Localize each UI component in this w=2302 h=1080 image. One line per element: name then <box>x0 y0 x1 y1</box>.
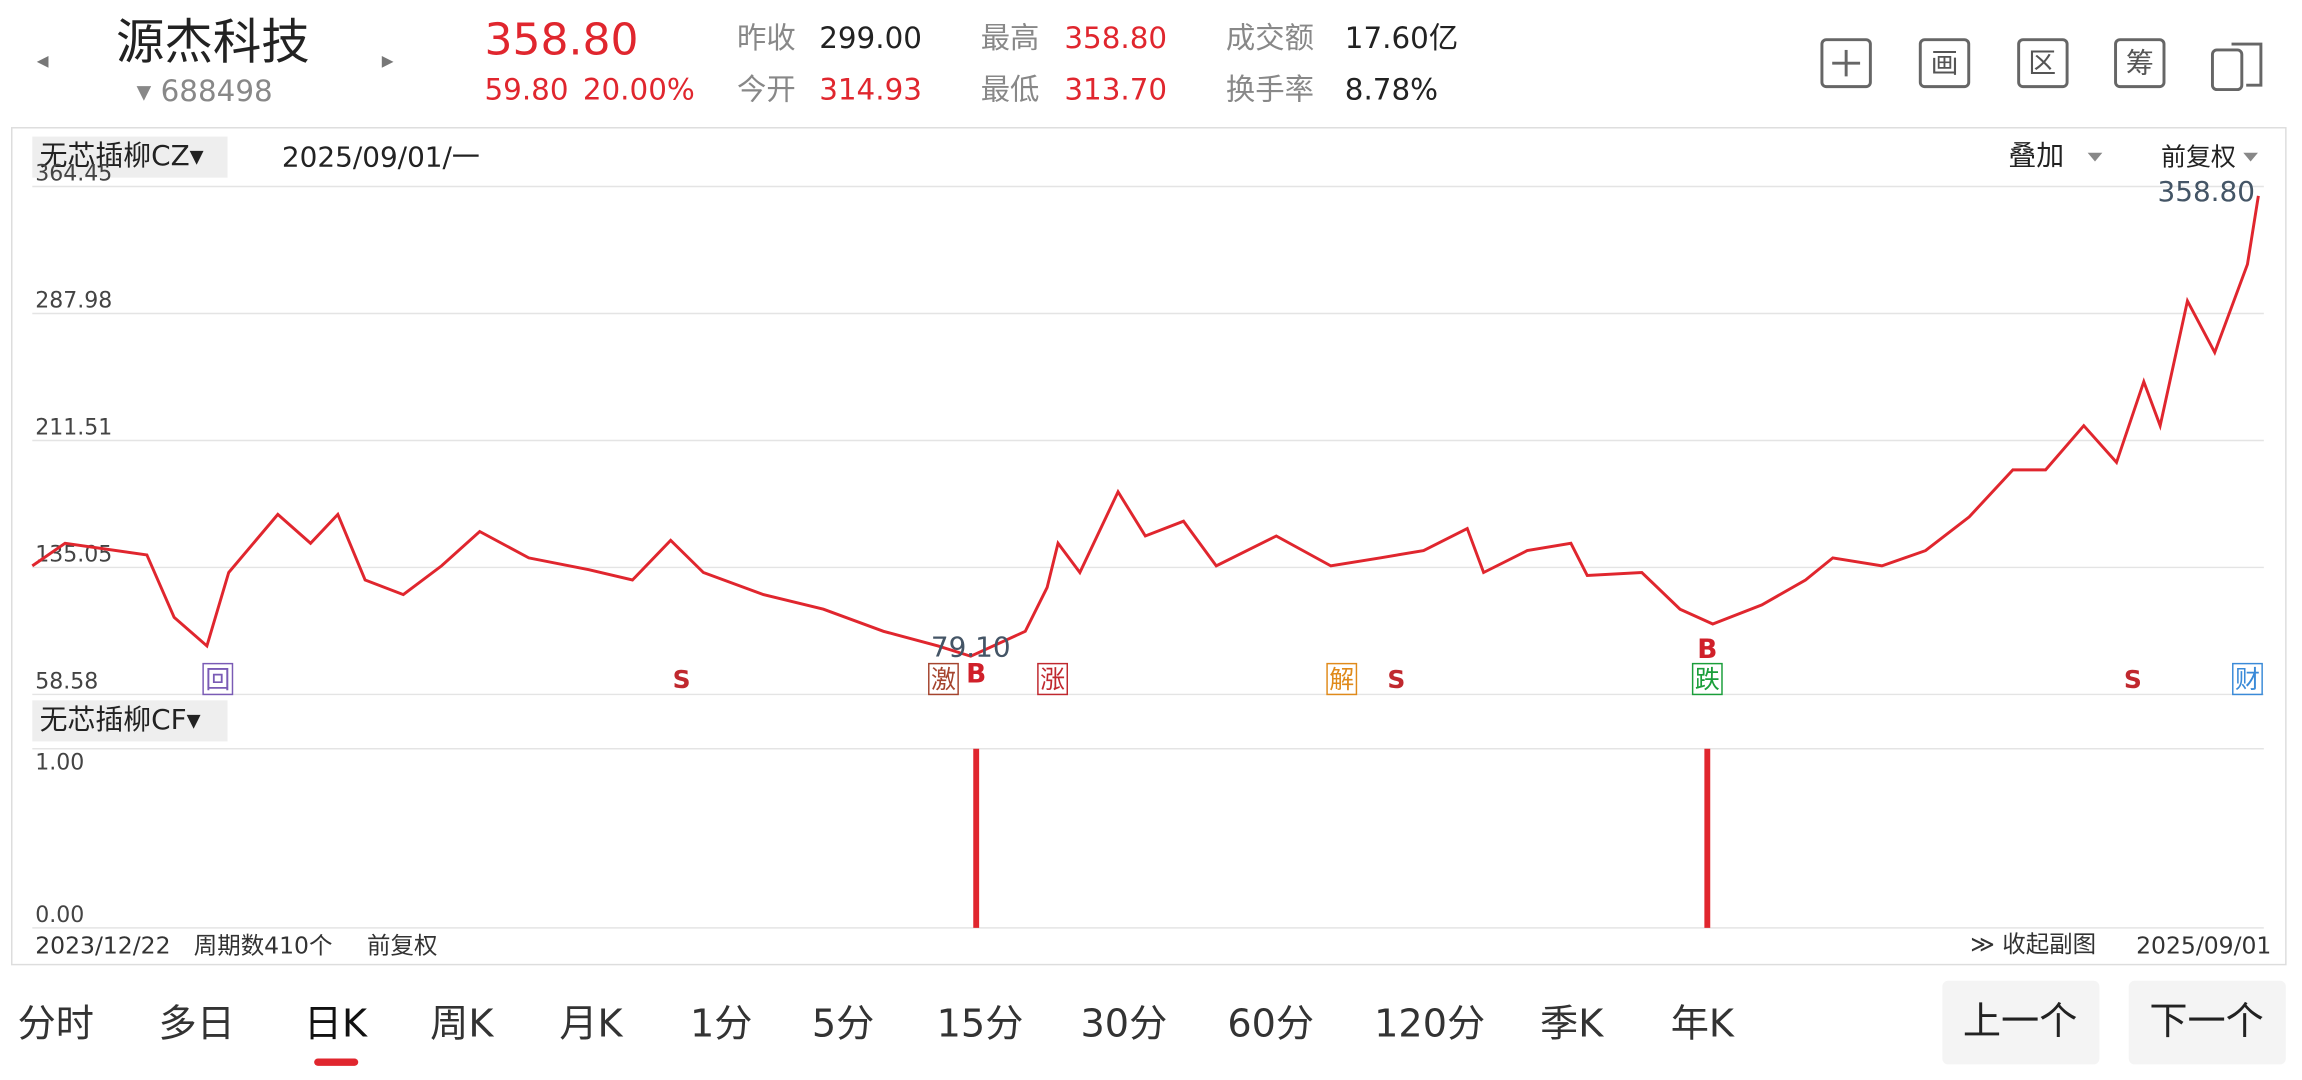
icon-box[interactable] <box>1918 38 1971 89</box>
phone-icon[interactable] <box>2210 48 2244 92</box>
next-button[interactable] <box>2128 980 2286 1065</box>
next-stock[interactable]: ▸ <box>382 46 394 74</box>
indicator-select[interactable] <box>32 136 228 178</box>
high-label: 358.80 <box>2157 175 2255 208</box>
prev-stock[interactable]: ◂ <box>37 46 49 74</box>
low-label: 79.10 <box>931 631 1011 664</box>
stat-value: 8.78% <box>1345 73 1438 107</box>
collapse[interactable]: ≫ 收起副图 <box>1970 930 2096 958</box>
sub-indicator-name[interactable]: 无芯插柳CF▾ <box>40 703 201 736</box>
period-tab[interactable]: 多日 <box>159 1003 235 1047</box>
marker: 解 <box>1329 665 1354 694</box>
prev-button[interactable] <box>1942 980 2100 1065</box>
y-tick-label: 0.00 <box>35 903 84 928</box>
stat-value: 313.70 <box>1064 73 1167 107</box>
prev-button-label[interactable]: 上一个 <box>1963 1000 2077 1044</box>
icon-label[interactable]: 画 <box>1931 47 1959 80</box>
marker-box <box>1037 662 1068 696</box>
icon-box[interactable] <box>2017 38 2069 89</box>
price: 358.80 <box>484 15 638 66</box>
indicator-name[interactable]: 无芯插柳CZ▾ <box>40 139 204 172</box>
buy-point: B <box>966 659 986 690</box>
icon-label[interactable]: 区 <box>2028 47 2056 80</box>
change: 59.80 <box>484 73 568 107</box>
period-tab[interactable]: 季K <box>1540 1003 1604 1047</box>
add-icon[interactable] <box>1820 38 1872 89</box>
y-tick-label: 58.58 <box>35 670 98 695</box>
marker: 回 <box>205 665 230 694</box>
start-date: 2023/12/22 <box>35 931 170 959</box>
end-date: 2025/09/01 <box>2136 931 2271 959</box>
stat-value: 314.93 <box>819 73 922 107</box>
marker-box <box>2232 662 2263 696</box>
panel <box>11 127 2287 966</box>
marker-box <box>202 662 234 696</box>
phone-icon <box>2231 42 2263 87</box>
buy-point: B <box>1697 634 1717 665</box>
marker-box <box>928 662 959 696</box>
marker-box <box>1326 662 1358 696</box>
icon-label[interactable]: 筹 <box>2126 47 2154 80</box>
stat-value: 358.80 <box>1064 21 1167 55</box>
stat-label: 换手率 <box>1226 73 1314 107</box>
marker: 激 <box>931 665 956 694</box>
stat-label: 最低 <box>981 73 1040 107</box>
period-count: 周期数410个 <box>194 931 333 959</box>
marker: S <box>1387 665 1405 694</box>
period-tab[interactable]: 月K <box>559 1003 623 1047</box>
marker: 跌 <box>1695 665 1720 694</box>
date: 2025/09/01/一 <box>282 141 480 174</box>
price-line <box>31 195 2260 658</box>
icon-box[interactable] <box>2114 38 2166 89</box>
signal-bar <box>973 748 980 928</box>
adjust[interactable]: 前复权 <box>2161 143 2236 172</box>
period-tab[interactable]: 120分 <box>1374 1003 1485 1047</box>
period-tab[interactable]: 周K <box>430 1003 494 1047</box>
indicator-select[interactable] <box>32 700 228 742</box>
stock-code: ▾ 688498 <box>137 74 273 108</box>
y-tick-label: 211.51 <box>35 416 112 441</box>
marker: S <box>673 665 691 694</box>
period-tab[interactable]: 日K <box>304 1003 368 1047</box>
toolbar-icons <box>1820 38 2263 92</box>
stat-label: 昨收 <box>737 21 796 55</box>
marker: S <box>2124 665 2142 694</box>
overlay[interactable]: 叠加 <box>2008 139 2064 172</box>
stock-name: 源杰科技 <box>116 15 310 71</box>
stat-label: 今开 <box>737 73 796 107</box>
dropdown-arrow <box>2087 152 2103 162</box>
period-tab[interactable]: 15分 <box>937 1003 1024 1047</box>
y-tick-label: 287.98 <box>35 289 112 314</box>
marker: 涨 <box>1040 665 1065 694</box>
y-tick-label: 1.00 <box>35 750 84 775</box>
adjust-mode: 前复权 <box>367 931 437 959</box>
marker: 财 <box>2235 665 2260 694</box>
period-tab[interactable]: 1分 <box>690 1003 752 1047</box>
period-tab[interactable]: 5分 <box>812 1003 874 1047</box>
change-pct: 20.00% <box>583 73 695 107</box>
period-tab[interactable]: 60分 <box>1227 1003 1314 1047</box>
stat-value: 17.60亿 <box>1345 21 1458 55</box>
y-tick-label: 364.45 <box>35 162 112 187</box>
next-button-label[interactable]: 下一个 <box>2149 1000 2263 1044</box>
stat-value: 299.00 <box>819 21 922 55</box>
signal-bar <box>1704 748 1711 928</box>
dropdown-arrow <box>2243 152 2258 162</box>
stat-label: 成交额 <box>1226 21 1314 55</box>
marker-box <box>1691 662 1723 696</box>
period-tab[interactable]: 年K <box>1671 1003 1735 1047</box>
period-tab[interactable]: 30分 <box>1081 1003 1168 1047</box>
tab-indicator <box>314 1058 359 1066</box>
stat-label: 最高 <box>981 21 1040 55</box>
period-tab[interactable]: 分时 <box>18 1003 94 1047</box>
